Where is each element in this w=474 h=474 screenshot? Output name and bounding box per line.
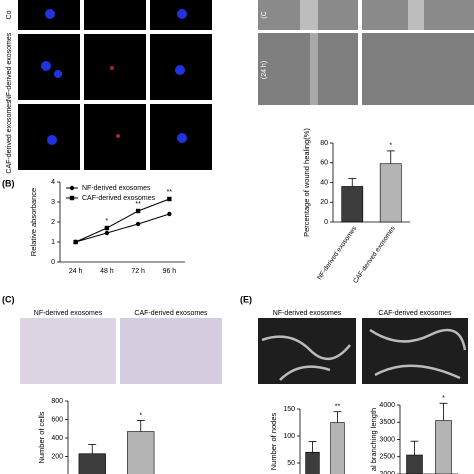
y-tick-label: 20 <box>320 199 328 206</box>
marker <box>69 195 75 201</box>
marker <box>135 208 141 214</box>
legend-label: CAF-derived exosomes <box>82 195 156 202</box>
nucleus <box>45 9 55 19</box>
row-label: NF-derived exosomes <box>6 32 13 101</box>
nucleus <box>47 135 57 145</box>
significance: ** <box>335 404 341 411</box>
x-tick-label: 72 h <box>131 268 145 275</box>
exosome <box>116 134 120 138</box>
image <box>362 33 474 105</box>
y-tick-label: 3500 <box>379 419 395 426</box>
wound-images: (C (24 h) <box>258 0 474 105</box>
y-tick-label: 0 <box>51 259 55 266</box>
y-tick-label: 800 <box>51 398 63 405</box>
y-tick-label: 3 <box>51 199 55 206</box>
fluorescence-grid: Co NF-derived exosomes CAF-derived exoso… <box>6 0 212 174</box>
y-tick-label: 2500 <box>379 454 395 461</box>
bar <box>78 453 106 474</box>
image-label: CAF-derived exosomes <box>378 310 452 317</box>
marker <box>104 230 110 236</box>
y-tick-label: 4 <box>51 179 55 186</box>
bar <box>341 186 364 223</box>
y-tick-label: 100 <box>283 433 295 440</box>
wound-gap <box>300 0 318 30</box>
x-tick-label: CAF-derived exosomes <box>352 225 397 285</box>
bar <box>127 431 155 474</box>
y-tick-label: 3000 <box>379 436 395 443</box>
x-tick-label: 96 h <box>163 268 177 275</box>
y-tick-label: 600 <box>51 416 63 423</box>
y-tick-label: 50 <box>287 460 295 467</box>
image <box>20 318 116 384</box>
y-axis-label: Percentage of wound healing(%) <box>302 128 311 237</box>
image-label: NF-derived exosomes <box>34 310 103 317</box>
legend-label: NF-derived exosomes <box>82 185 151 192</box>
significance: * <box>389 143 392 150</box>
y-tick-label: 2000 <box>379 471 395 474</box>
series-line <box>75 213 170 243</box>
bar <box>435 420 452 474</box>
bar <box>406 454 423 474</box>
y-axis-label: Number of cells <box>37 411 46 463</box>
y-tick-label: 200 <box>51 453 63 460</box>
y-tick-label: 60 <box>320 160 328 167</box>
y-tick-label: 150 <box>283 406 295 413</box>
image-label: NF-derived exosomes <box>273 310 342 317</box>
marker <box>167 211 172 217</box>
marker <box>135 221 141 227</box>
significance: * <box>442 395 445 402</box>
image <box>120 318 222 384</box>
image-label: CAF-derived exosomes <box>134 310 208 317</box>
marker <box>167 196 172 202</box>
row-label: CAF-derived exosomes <box>6 100 13 174</box>
marker <box>104 225 110 231</box>
nucleus <box>177 133 187 143</box>
x-tick-label: 48 h <box>100 268 114 275</box>
image <box>84 0 146 30</box>
wound-gap <box>408 0 424 30</box>
y-axis-label: Relative absorbance <box>29 188 38 256</box>
y-tick-label: 400 <box>51 435 63 442</box>
row-label: Co <box>6 10 13 19</box>
marker <box>69 185 75 191</box>
y-tick-label: 2 <box>51 219 55 226</box>
row-label: (C <box>261 11 268 18</box>
x-tick-label: 24 h <box>69 268 83 275</box>
nucleus <box>175 65 185 75</box>
y-axis-label: Number of nodes <box>269 412 278 470</box>
image <box>84 104 146 170</box>
nucleus <box>41 61 51 71</box>
y-tick-label: 4000 <box>379 402 395 409</box>
significance: * <box>139 412 142 419</box>
nucleus <box>54 70 62 78</box>
y-tick-label: 1 <box>51 239 55 246</box>
bar <box>330 422 345 474</box>
bar <box>379 163 402 223</box>
significance: ** <box>135 201 141 208</box>
image <box>258 318 356 384</box>
image <box>258 33 358 105</box>
image <box>84 34 146 100</box>
series-line <box>75 198 170 243</box>
wound-gap <box>310 33 318 105</box>
panel-label: (E) <box>240 294 252 304</box>
tube-network <box>261 328 467 381</box>
y-tick-label: 40 <box>320 179 328 186</box>
significance: ** <box>167 189 173 196</box>
bar <box>305 451 320 474</box>
row-label: (24 h) <box>261 61 268 79</box>
panel-label: (C) <box>2 294 15 304</box>
y-axis-label: al branching length <box>369 408 378 471</box>
panel-label: (B) <box>2 178 15 188</box>
y-tick-label: 80 <box>320 140 328 147</box>
exosome <box>110 66 114 70</box>
marker <box>73 239 78 245</box>
x-tick-label: NF-derived exosomes <box>316 225 359 282</box>
y-tick-label: 0 <box>324 219 328 226</box>
significance: * <box>106 218 109 225</box>
nucleus <box>177 9 187 19</box>
